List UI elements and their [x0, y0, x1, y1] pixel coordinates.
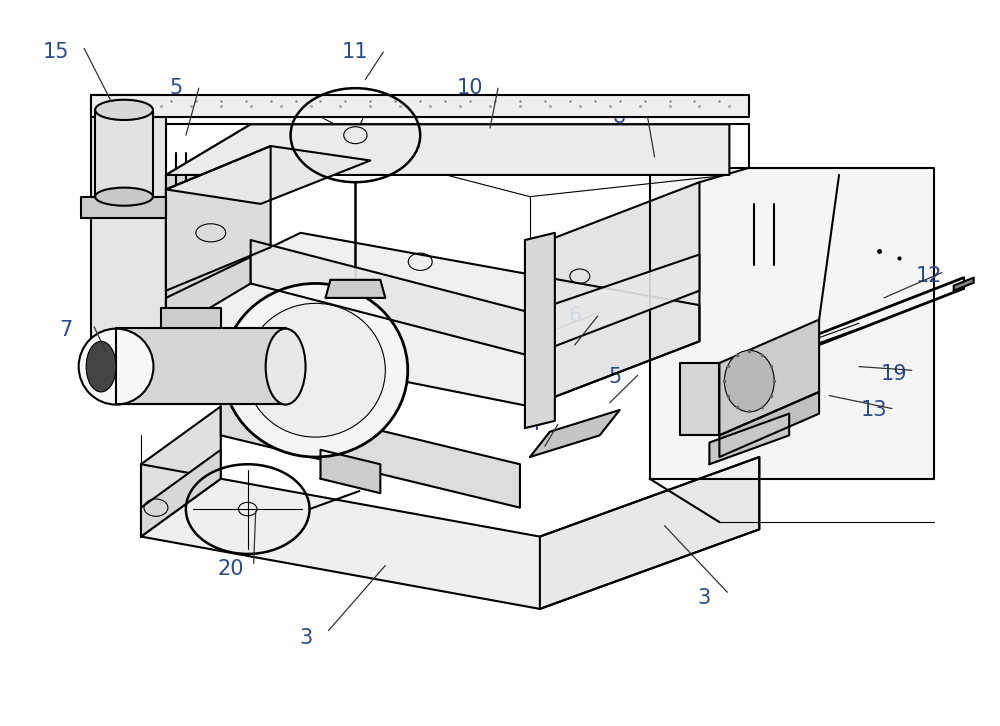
Text: 8: 8 [613, 107, 626, 127]
Polygon shape [166, 124, 251, 334]
Polygon shape [320, 450, 380, 493]
Text: 13: 13 [861, 400, 887, 420]
Ellipse shape [724, 351, 774, 412]
Polygon shape [116, 328, 286, 404]
Text: 10: 10 [457, 78, 483, 98]
Polygon shape [719, 392, 819, 457]
Text: 5: 5 [169, 78, 183, 98]
Polygon shape [166, 233, 699, 407]
Ellipse shape [86, 341, 116, 392]
Polygon shape [540, 457, 759, 609]
Ellipse shape [95, 187, 153, 205]
Polygon shape [530, 182, 699, 407]
Polygon shape [525, 233, 555, 428]
Polygon shape [709, 414, 789, 464]
Text: 7: 7 [60, 320, 73, 340]
Text: 15: 15 [43, 42, 69, 62]
Text: 12: 12 [916, 266, 942, 286]
Polygon shape [91, 95, 749, 117]
Text: 20: 20 [218, 559, 244, 579]
Text: 5: 5 [608, 367, 621, 388]
Polygon shape [91, 95, 166, 363]
Polygon shape [680, 363, 719, 436]
Polygon shape [166, 146, 271, 290]
Polygon shape [166, 124, 729, 175]
Polygon shape [166, 146, 370, 204]
Ellipse shape [79, 329, 153, 404]
Polygon shape [141, 450, 221, 537]
Polygon shape [141, 407, 221, 537]
Ellipse shape [266, 329, 306, 404]
Polygon shape [221, 392, 520, 507]
Text: 6: 6 [568, 306, 581, 326]
Polygon shape [141, 457, 759, 609]
Polygon shape [719, 319, 819, 436]
Text: 3: 3 [698, 588, 711, 608]
Polygon shape [95, 110, 153, 197]
Polygon shape [954, 277, 974, 290]
Text: 19: 19 [881, 364, 907, 384]
Ellipse shape [223, 283, 408, 457]
Text: 11: 11 [342, 42, 369, 62]
Ellipse shape [246, 303, 385, 437]
Text: 4: 4 [528, 415, 542, 434]
Polygon shape [650, 168, 934, 478]
Polygon shape [325, 280, 385, 298]
Ellipse shape [95, 99, 153, 120]
Polygon shape [81, 197, 166, 219]
Text: 3: 3 [299, 628, 312, 648]
Polygon shape [161, 308, 221, 328]
Polygon shape [251, 240, 699, 356]
Polygon shape [530, 410, 620, 457]
